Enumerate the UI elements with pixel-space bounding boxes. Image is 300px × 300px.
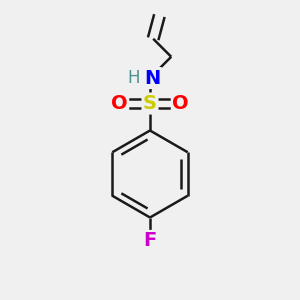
Text: O: O — [111, 94, 128, 113]
Text: S: S — [143, 94, 157, 113]
Text: H: H — [127, 69, 140, 87]
Text: F: F — [143, 231, 157, 250]
Text: O: O — [172, 94, 189, 113]
Text: N: N — [144, 68, 160, 88]
